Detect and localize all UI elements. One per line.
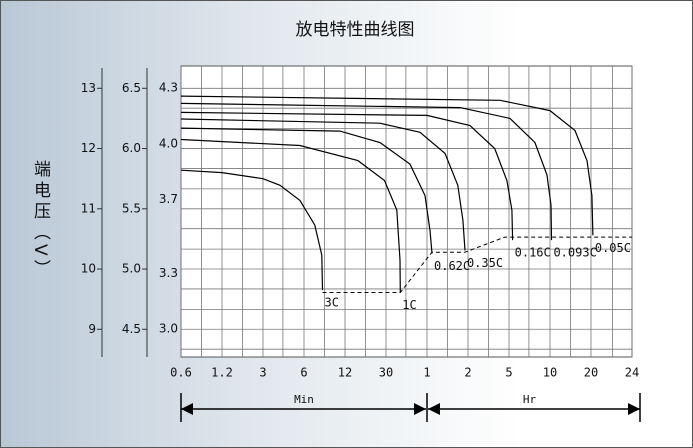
y-tick-label: 9 [88, 322, 96, 336]
y-tick-label: 5.0 [122, 262, 141, 276]
x-tick-label: 24 [625, 366, 639, 380]
curve-label: 0.62C [434, 259, 470, 273]
curve-label: 0.093C [553, 246, 596, 260]
x-tick-label: 6 [300, 366, 307, 380]
discharge-curve [180, 169, 324, 291]
x-tick-label: 12 [338, 366, 352, 380]
arrow-head [628, 403, 640, 415]
discharge-curve [180, 102, 553, 241]
y-tick-label: 10 [81, 262, 96, 276]
x-group-label: Min [294, 393, 314, 406]
arrow-head [181, 403, 193, 415]
arrow-head [414, 403, 426, 415]
y-tick-label: 4.5 [122, 322, 141, 336]
x-tick-label: 2 [464, 366, 471, 380]
x-tick-label: 10 [543, 366, 557, 380]
x-group-label: Hr [523, 393, 537, 406]
y-tick-label: 11 [81, 201, 96, 215]
curve-label: 1C [402, 298, 416, 312]
y-tick-label: 12 [81, 141, 96, 155]
y-tick-label: 4.3 [159, 81, 178, 95]
y-tick-label: 4.0 [159, 136, 178, 150]
x-tick-label: 20 [584, 366, 598, 380]
y-tick-label: 6.5 [122, 81, 141, 95]
curve-label: 0.05C [595, 241, 631, 255]
discharge-curve [180, 138, 401, 293]
y-tick-label: 5.5 [122, 201, 141, 215]
y-tick-label: 3.3 [159, 266, 178, 280]
curve-label: 0.35C [467, 256, 503, 270]
y-tick-label: 13 [81, 81, 96, 95]
y-tick-label: 3.0 [159, 322, 178, 336]
x-tick-label: 3 [259, 366, 266, 380]
y-tick-label: 6.0 [122, 141, 141, 155]
arrow-head [428, 403, 440, 415]
discharge-curve [180, 111, 514, 241]
x-tick-label: 1.2 [211, 366, 233, 380]
discharge-curve [180, 95, 594, 236]
discharge-curve [180, 127, 433, 254]
x-tick-label: 30 [379, 366, 393, 380]
y-tick-label: 3.7 [159, 192, 178, 206]
x-tick-label: 0.6 [170, 366, 192, 380]
chart-title: 放电特性曲线图 [296, 20, 415, 40]
curve-label: 3C [324, 296, 338, 310]
cutoff-line [322, 236, 632, 293]
x-tick-label: 5 [505, 366, 512, 380]
plot-area [180, 65, 633, 358]
curve-label: 0.16C [515, 246, 551, 260]
discharge-curve [180, 118, 466, 251]
y-axis-label: 端电压（V） [30, 160, 50, 281]
x-tick-label: 1 [423, 366, 430, 380]
